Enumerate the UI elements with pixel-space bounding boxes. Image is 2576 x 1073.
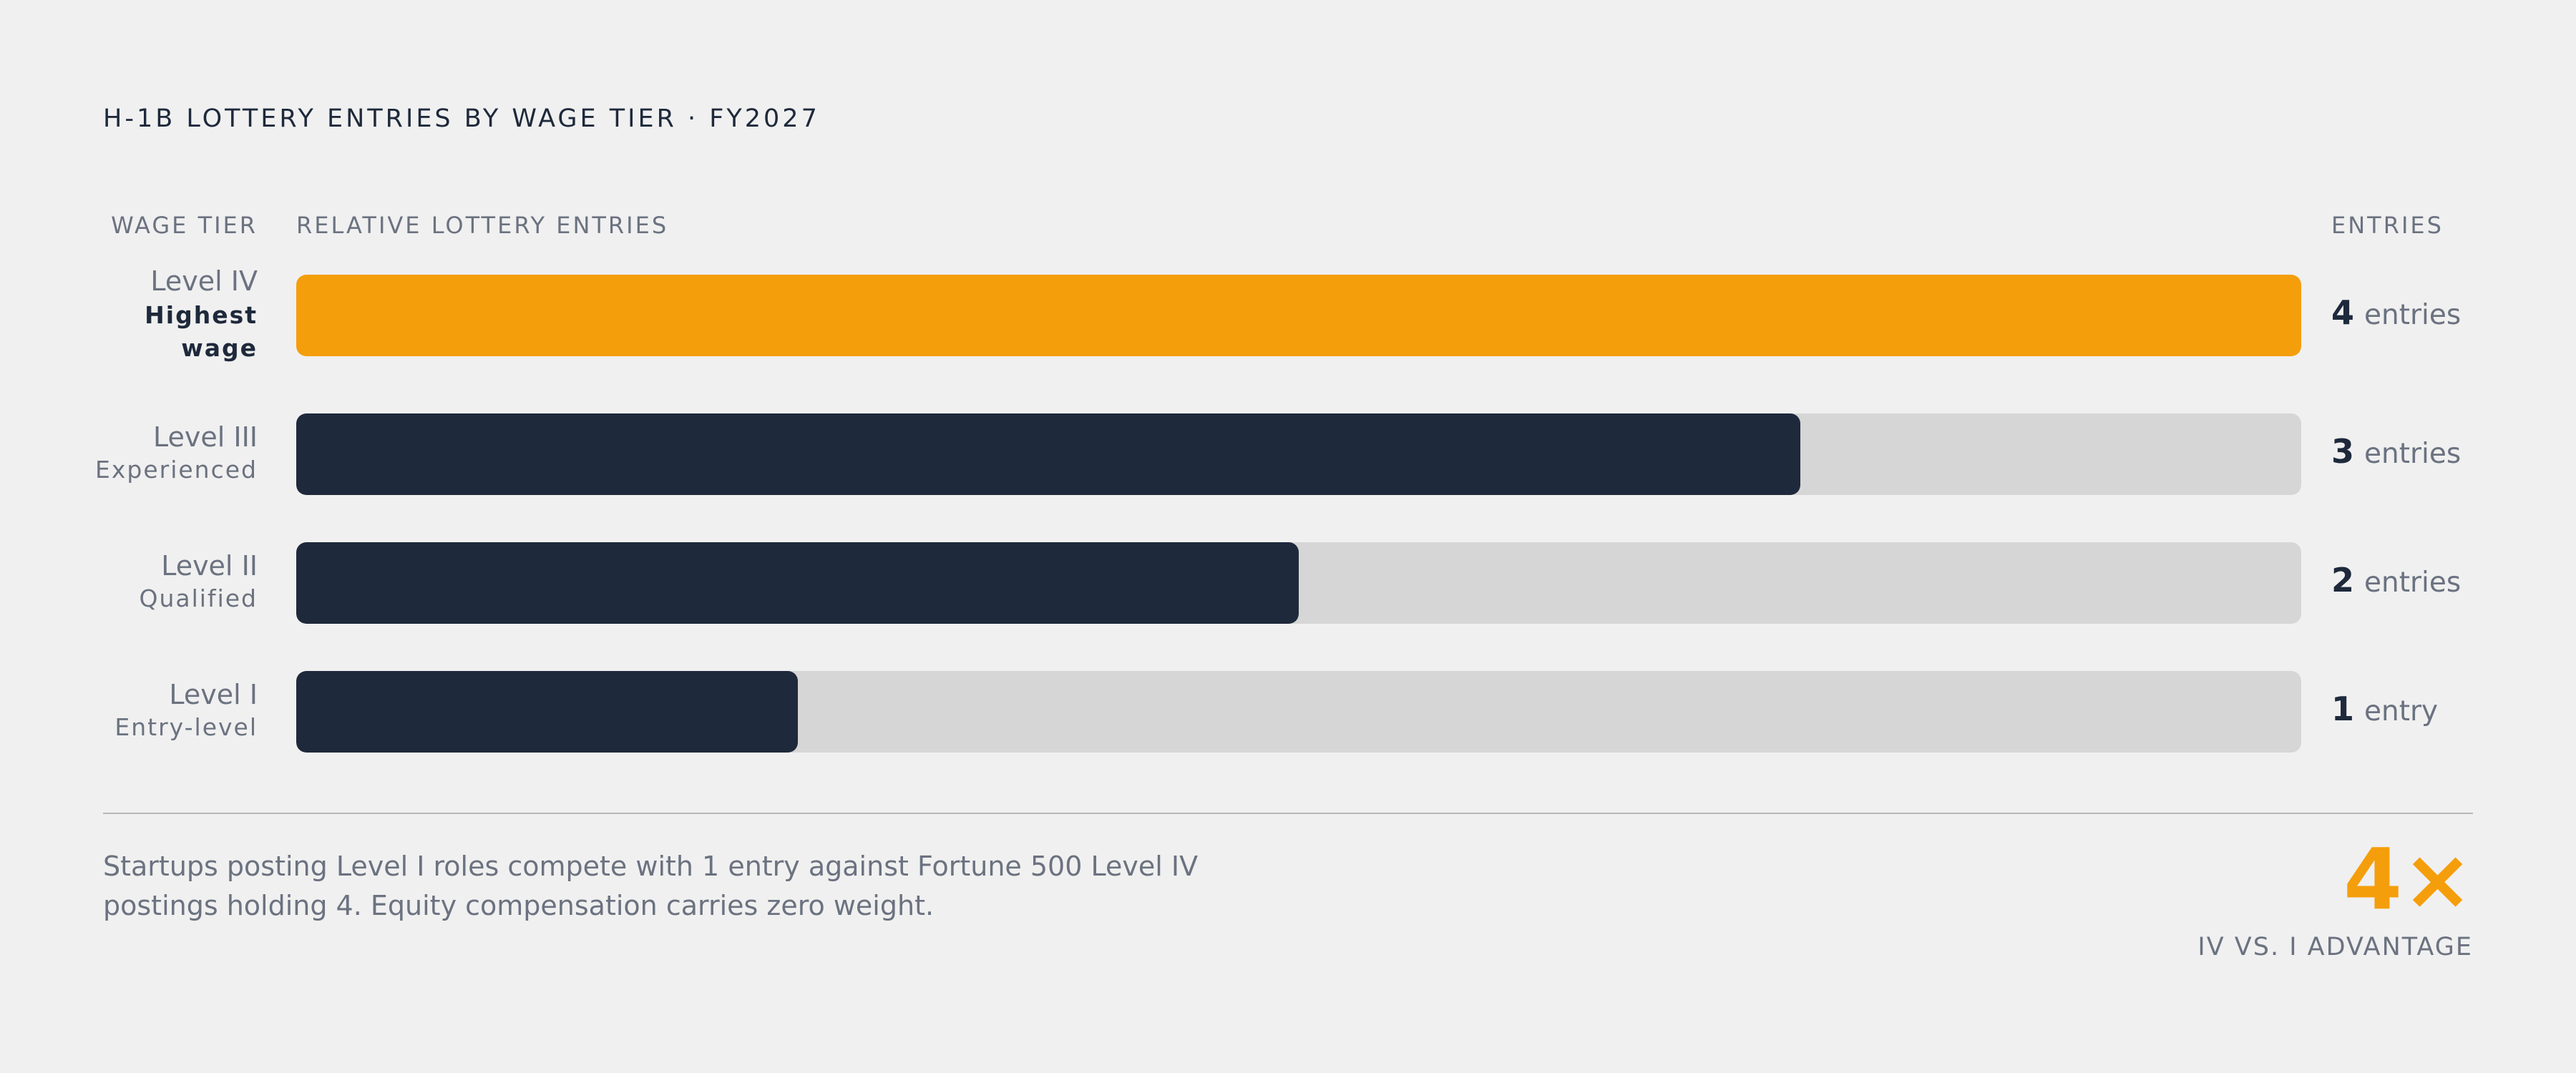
bar-level-iv — [296, 275, 2301, 356]
tier-level: Level II — [161, 550, 258, 582]
bar-track-level-ii — [296, 542, 2301, 624]
entry-value-level-iii: 3 entries — [2331, 432, 2461, 471]
footer-note: Startups posting Level I roles compete w… — [103, 851, 1199, 921]
bar-track-level-iii — [296, 413, 2301, 495]
entry-value-level-iv: 4 entries — [2331, 293, 2461, 332]
tier-level: Level IV — [150, 265, 258, 297]
entry-unit: entries — [2364, 299, 2462, 331]
tier-label-level-ii: Level II Qualified — [86, 549, 258, 613]
entry-count: 4 — [2331, 293, 2355, 332]
entry-count: 2 — [2331, 561, 2355, 599]
tier-label-level-iv: Level IV Highest wage — [86, 265, 258, 365]
entry-count: 3 — [2331, 432, 2355, 471]
entry-value-level-ii: 2 entries — [2331, 561, 2461, 599]
tier-description: Experienced — [95, 455, 258, 484]
entry-count: 1 — [2331, 690, 2355, 728]
bar-level-i — [296, 671, 798, 753]
advantage-value: 4× — [2343, 830, 2473, 929]
tier-description: Highest wage — [145, 300, 258, 362]
tier-label-level-i: Level I Entry-level — [86, 678, 258, 742]
column-header-wage-tier: WAGE TIER — [111, 212, 258, 239]
tier-label-level-iii: Level III Experienced — [86, 421, 258, 484]
bar-level-iii — [296, 413, 1800, 495]
entry-unit: entry — [2364, 695, 2439, 727]
entry-value-level-i: 1 entry — [2331, 690, 2438, 728]
bar-level-ii — [296, 542, 1299, 624]
tier-description: Entry-level — [114, 712, 258, 741]
chart-title: H-1B LOTTERY ENTRIES BY WAGE TIER · FY20… — [103, 104, 820, 133]
advantage-caption: IV VS. I ADVANTAGE — [2197, 933, 2473, 961]
divider — [103, 813, 2473, 814]
column-header-entries: ENTRIES — [2331, 212, 2444, 239]
tier-level: Level I — [169, 679, 258, 710]
bar-track-level-i — [296, 671, 2301, 753]
bar-track-level-iv — [296, 275, 2301, 356]
column-header-relative-entries: RELATIVE LOTTERY ENTRIES — [296, 212, 669, 239]
tier-description: Qualified — [139, 584, 258, 612]
tier-level: Level III — [152, 421, 258, 453]
entry-unit: entries — [2364, 567, 2462, 599]
entry-unit: entries — [2364, 438, 2462, 470]
